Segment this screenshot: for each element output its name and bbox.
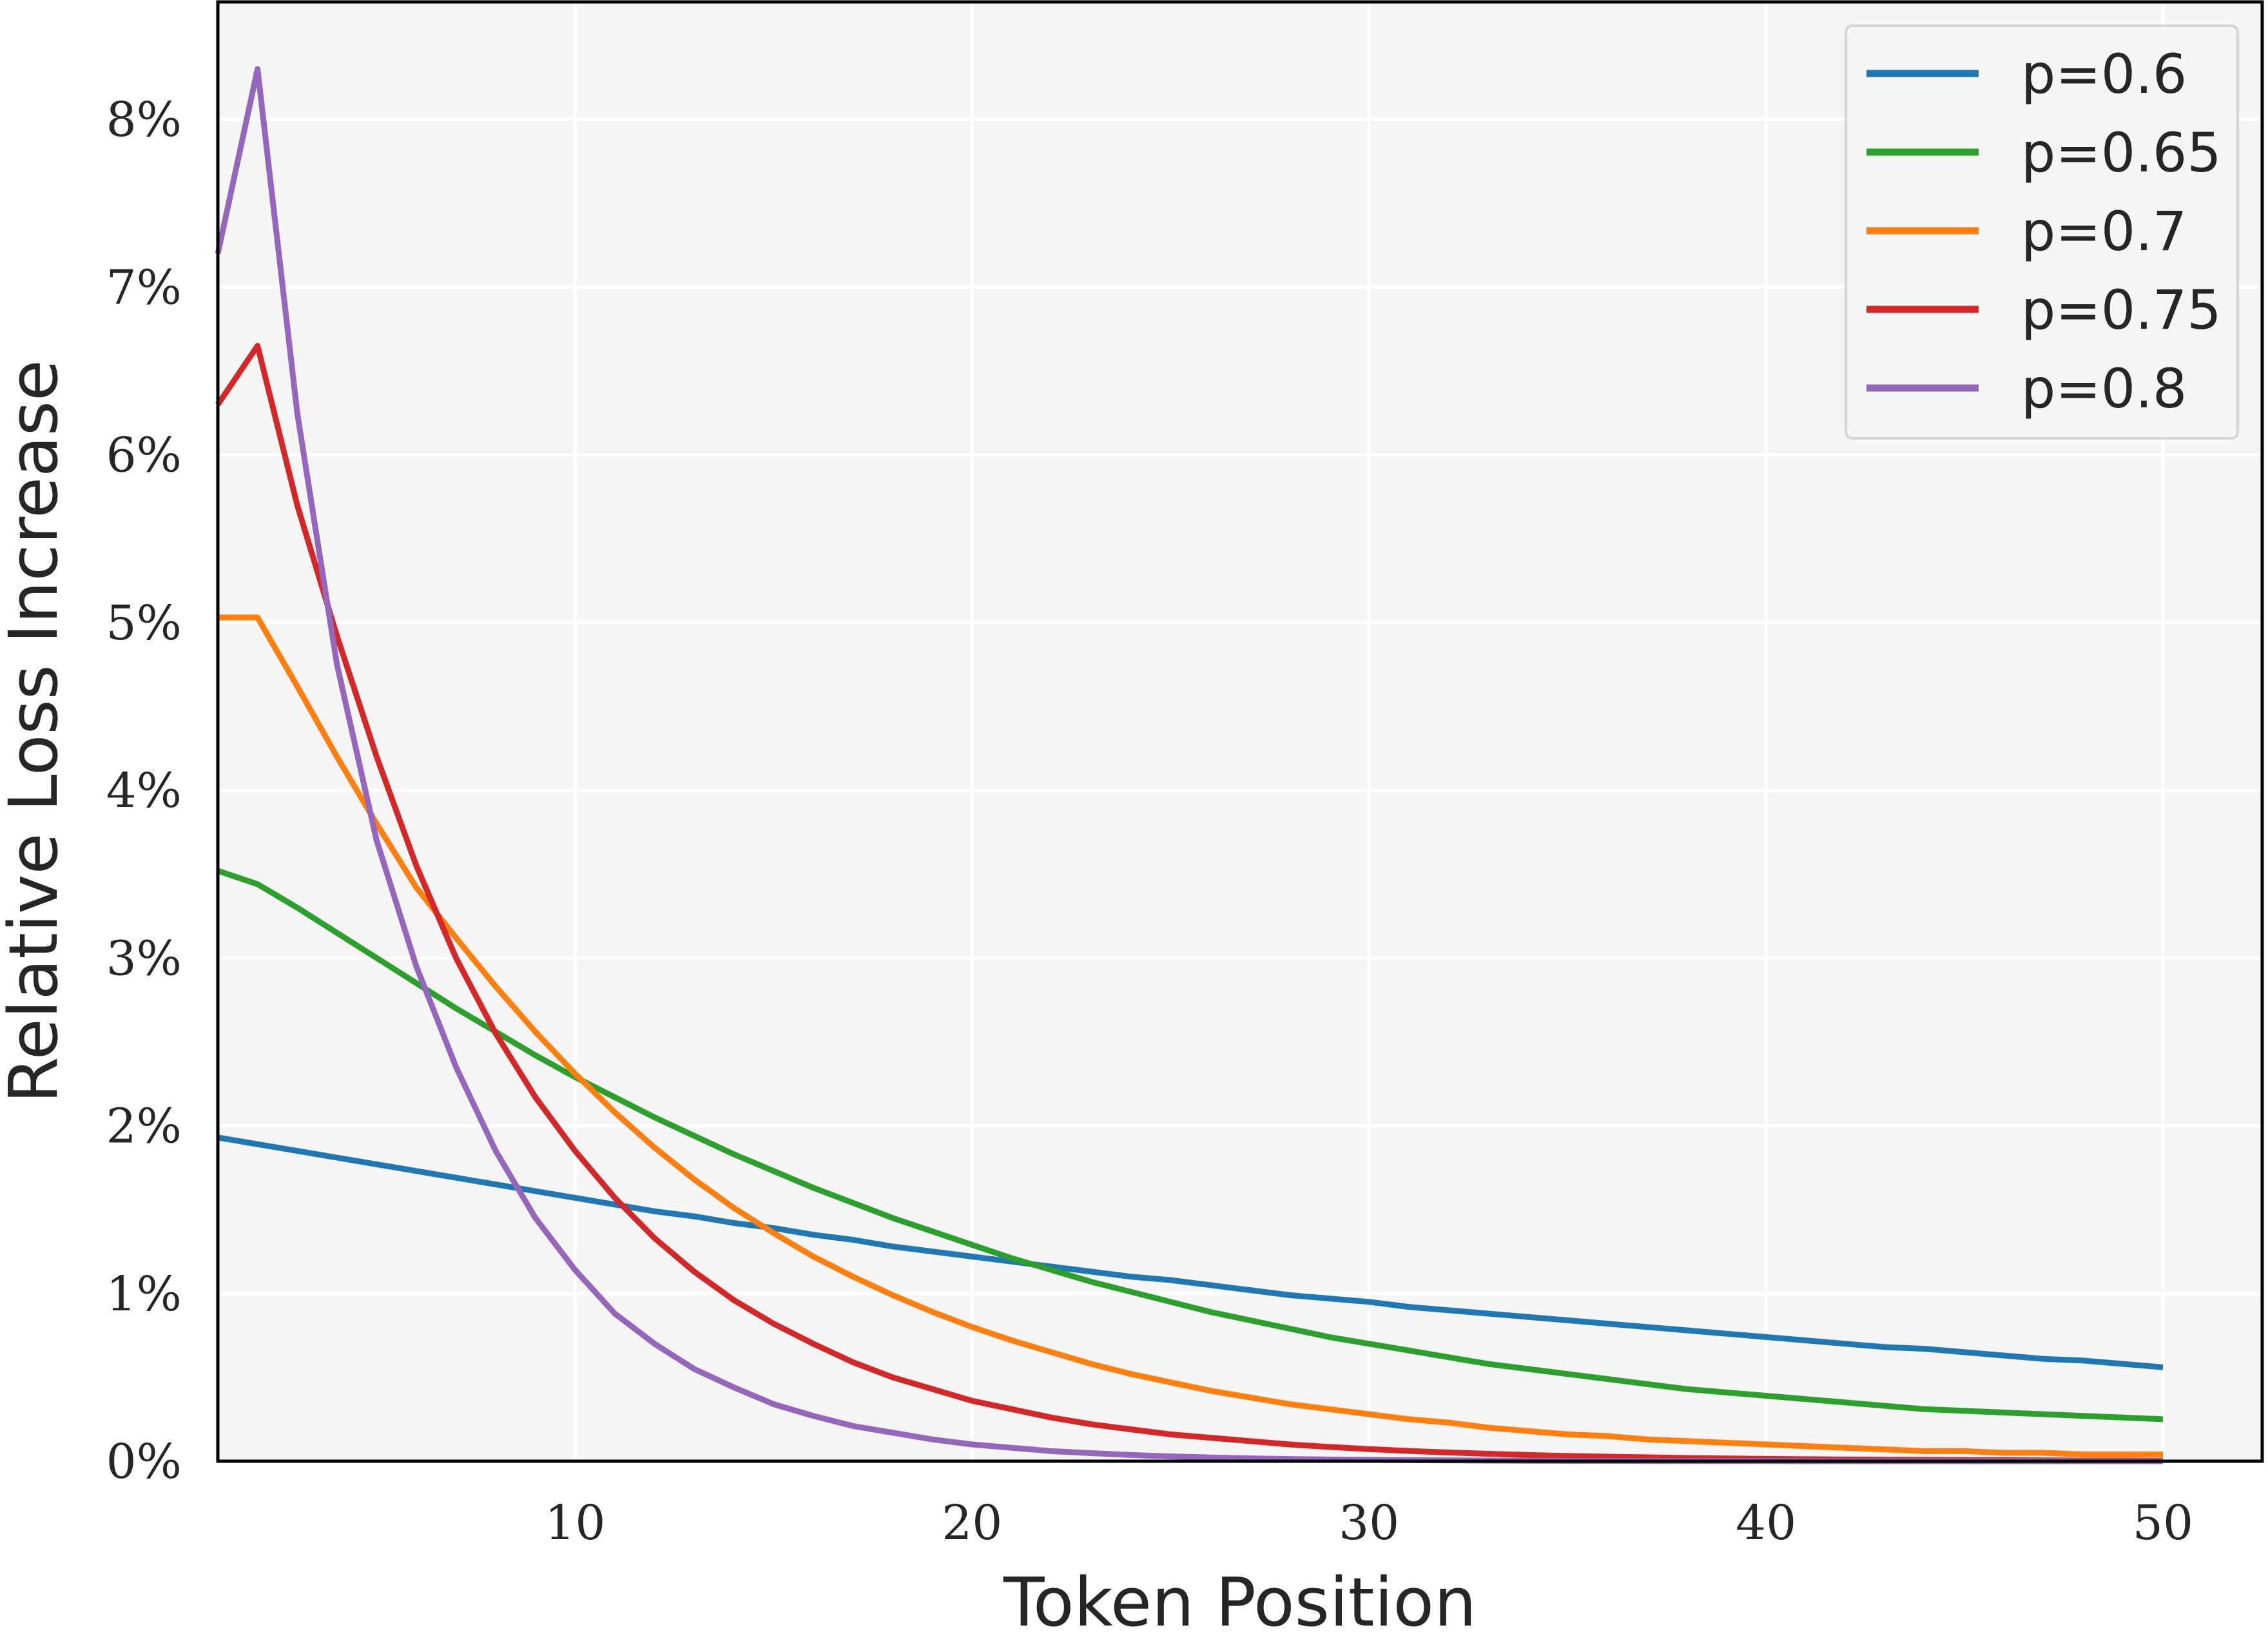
y-axis-ticks: 0% 1% 2% 3% 4% 5% 6% 7% 8% bbox=[106, 92, 182, 1490]
y-tick-label: 3% bbox=[106, 931, 182, 986]
y-axis-label: Relative Loss Increase bbox=[0, 360, 73, 1103]
plot-frame bbox=[216, 0, 2264, 1463]
x-axis-label: Token Position bbox=[1003, 1563, 1477, 1632]
x-tick-label: 20 bbox=[942, 1495, 1002, 1551]
legend-label: p=0.7 bbox=[2021, 200, 2187, 263]
x-tick-label: 10 bbox=[545, 1495, 605, 1551]
series-line-3 bbox=[218, 614, 2163, 1458]
x-axis-ticks: 10 20 30 40 50 bbox=[545, 1495, 2193, 1551]
legend-label: p=0.65 bbox=[2021, 121, 2222, 184]
legend-label: p=0.6 bbox=[2021, 43, 2187, 106]
series-line-1 bbox=[217, 1134, 2164, 1370]
y-tick-label: 0% bbox=[106, 1434, 182, 1490]
legend-label: p=0.8 bbox=[2021, 357, 2187, 420]
legend-label: p=0.75 bbox=[2021, 278, 2222, 342]
y-tick-label: 2% bbox=[106, 1099, 182, 1154]
y-tick-label: 5% bbox=[106, 596, 182, 651]
x-tick-label: 30 bbox=[1339, 1495, 1399, 1551]
y-tick-label: 6% bbox=[106, 428, 182, 483]
x-tick-label: 50 bbox=[2133, 1495, 2193, 1551]
y-tick-label: 4% bbox=[106, 763, 182, 819]
legend: p=0.6 p=0.65 p=0.7 p=0.75 p=0.8 bbox=[1845, 24, 2239, 440]
y-tick-label: 1% bbox=[106, 1267, 182, 1322]
legend-box bbox=[1845, 24, 2239, 440]
y-tick-label: 8% bbox=[106, 92, 182, 148]
y-tick-label: 7% bbox=[106, 260, 182, 315]
x-tick-label: 40 bbox=[1736, 1495, 1796, 1551]
series-line-2 bbox=[217, 868, 2164, 1423]
